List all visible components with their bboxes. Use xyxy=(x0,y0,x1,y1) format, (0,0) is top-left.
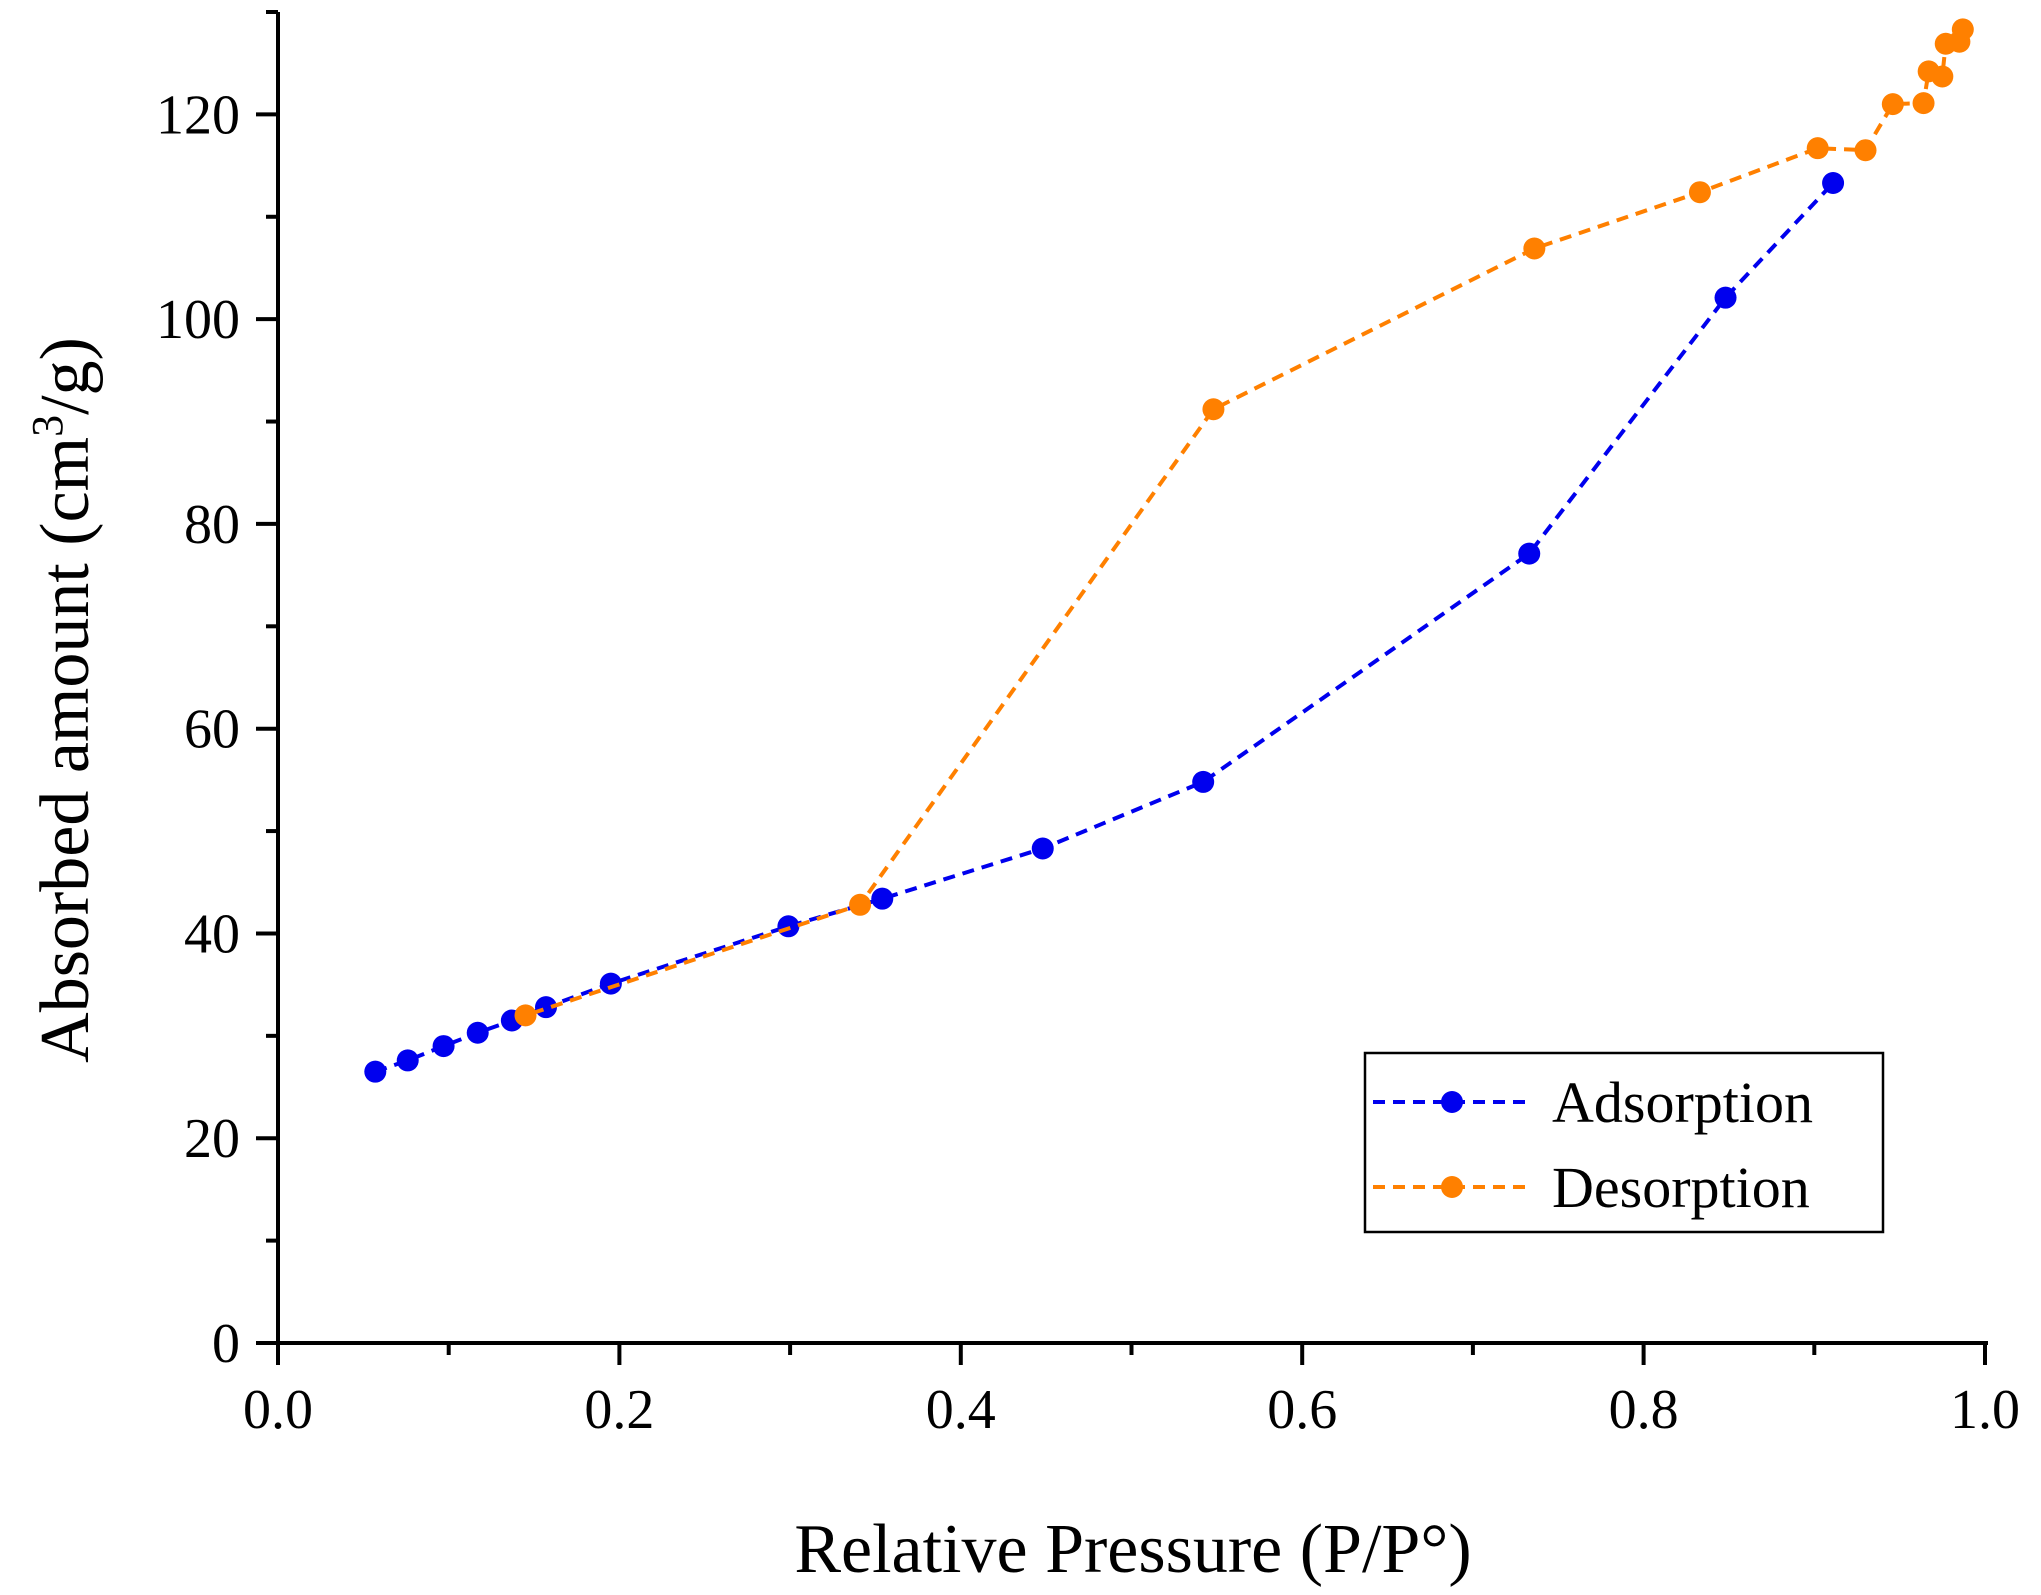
y-axis-title-superscript: 3 xyxy=(23,415,72,437)
series-line-desorption xyxy=(524,28,1965,1018)
x-tick-label: 0.2 xyxy=(584,1379,654,1441)
x-tick-label: 1.0 xyxy=(1950,1379,2020,1441)
x-tick-labels: 0.0 0.2 0.4 0.6 0.8 1.0 xyxy=(243,1379,2020,1441)
x-axis-title: Relative Pressure (P/P°) xyxy=(794,1511,1471,1588)
data-point-adsorption xyxy=(1714,286,1737,309)
x-tick-label: 0.6 xyxy=(1267,1379,1337,1441)
series-adsorption xyxy=(364,171,1845,1083)
series-line-adsorption xyxy=(374,181,1835,1074)
data-point-adsorption xyxy=(534,996,557,1019)
y-tick-label: 120 xyxy=(156,84,240,146)
series-desorption xyxy=(514,18,1974,1027)
x-tick-label: 0.0 xyxy=(243,1379,313,1441)
data-point-adsorption xyxy=(1822,171,1845,194)
y-axis-title-end: /g) xyxy=(27,337,104,415)
data-point-desorption xyxy=(1934,32,1957,55)
data-point-desorption xyxy=(1523,237,1546,260)
y-tick-label: 100 xyxy=(156,289,240,351)
x-tick-label: 0.8 xyxy=(1609,1379,1679,1441)
data-point-adsorption xyxy=(432,1035,455,1058)
legend-desorption-marker xyxy=(1441,1176,1463,1198)
data-point-desorption xyxy=(1202,398,1225,421)
y-tick-labels: 0 20 40 60 80 100 120 xyxy=(156,84,240,1375)
data-point-adsorption xyxy=(871,887,894,910)
data-point-desorption xyxy=(1912,92,1935,115)
data-point-adsorption xyxy=(599,972,622,995)
legend-box xyxy=(1363,1051,1885,1234)
data-point-adsorption xyxy=(777,915,800,938)
y-tick-label: 20 xyxy=(184,1108,240,1170)
legend-adsorption-label: Adsorption xyxy=(1552,1070,1813,1135)
y-tick-label: 0 xyxy=(212,1313,240,1375)
data-point-desorption xyxy=(849,893,872,916)
data-point-desorption xyxy=(1688,181,1711,204)
axis-ticks xyxy=(256,10,1987,1365)
data-point-adsorption xyxy=(364,1060,387,1083)
data-point-desorption xyxy=(1854,139,1877,162)
data-point-adsorption xyxy=(396,1049,419,1072)
x-tick-label: 0.4 xyxy=(926,1379,996,1441)
y-tick-label: 40 xyxy=(184,903,240,965)
data-point-desorption xyxy=(514,1004,537,1027)
y-tick-label: 80 xyxy=(184,494,240,556)
y-axis-title-main: Absorbed amount (cm xyxy=(27,437,104,1063)
y-axis-title: Absorbed amount (cm3/g) xyxy=(23,337,104,1063)
data-point-adsorption xyxy=(1192,770,1215,793)
legend-adsorption-marker xyxy=(1441,1091,1463,1113)
legend: Adsorption Desorption xyxy=(1363,1051,1885,1234)
data-point-adsorption xyxy=(466,1021,489,1044)
y-tick-label: 60 xyxy=(184,699,240,761)
data-point-desorption xyxy=(1806,137,1829,160)
series-layer xyxy=(364,18,1974,1083)
data-point-desorption xyxy=(1917,60,1940,83)
data-point-adsorption xyxy=(1518,542,1541,565)
data-point-desorption xyxy=(1881,93,1904,116)
legend-desorption-label: Desorption xyxy=(1552,1155,1810,1220)
data-point-adsorption xyxy=(1031,837,1054,860)
